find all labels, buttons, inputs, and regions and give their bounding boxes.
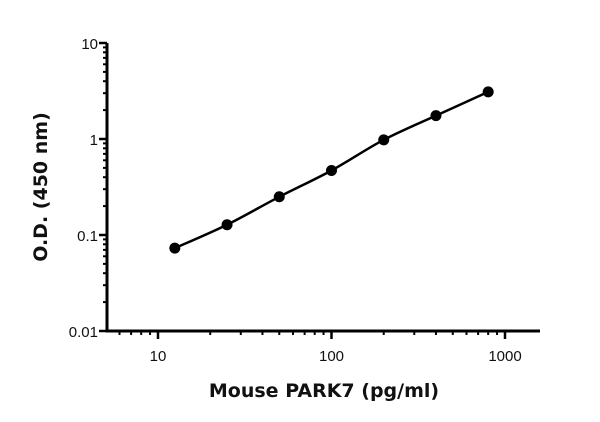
data-point [326,164,337,176]
y-tick-label: 0.01 [69,324,98,341]
y-tick-label: 0.1 [77,228,98,245]
x-tick-label: 10 [150,348,167,365]
y-axis: 0.01 0.1 1 10 [69,36,109,341]
x-tick-label: 1000 [488,348,521,365]
x-axis-title: Mouse PARK7 (pg/ml) [209,380,439,402]
data-point [378,134,390,146]
y-axis-title: O.D. (450 nm) [30,112,52,262]
y-tick-label: 10 [81,36,98,53]
y-tick-label: 1 [90,132,98,149]
data-point [482,86,494,98]
data-point [430,110,442,122]
plot-area [169,86,494,254]
data-point [273,191,285,203]
x-axis: 10 100 1000 [105,329,540,365]
x-tick-label: 100 [319,348,344,365]
data-point [169,242,181,254]
data-point [221,219,233,231]
